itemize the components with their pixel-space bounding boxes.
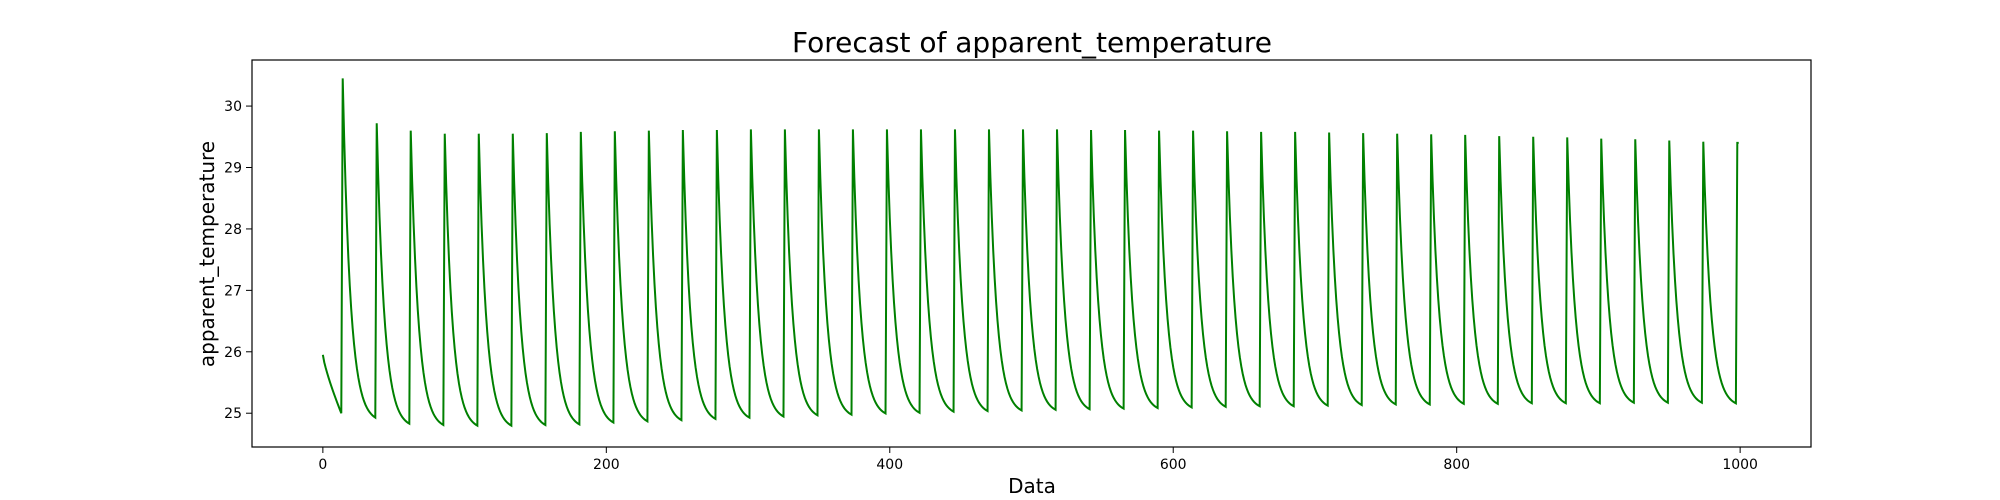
x-tick-label: 400 xyxy=(876,457,903,473)
y-tick-label: 28 xyxy=(224,222,242,238)
x-tick-label: 800 xyxy=(1443,457,1470,473)
y-axis: 25 26 27 28 29 30 xyxy=(224,99,252,422)
y-tick-label: 29 xyxy=(224,161,242,177)
series-line-apparent-temperature xyxy=(321,78,1739,428)
x-tick-label: 0 xyxy=(318,457,327,473)
y-axis-label: apparent_temperature xyxy=(195,141,219,367)
x-tick-label: 200 xyxy=(593,457,620,473)
x-axis: 0 200 400 600 800 1000 xyxy=(318,447,1758,473)
x-tick-label: 600 xyxy=(1160,457,1187,473)
y-tick-label: 26 xyxy=(224,345,242,361)
chart-title: Forecast of apparent_temperature xyxy=(792,26,1272,59)
y-tick-label: 25 xyxy=(224,406,242,422)
x-axis-label: Data xyxy=(1008,474,1056,498)
y-tick-label: 30 xyxy=(224,99,242,115)
plot-frame xyxy=(251,59,1812,448)
x-tick-label: 1000 xyxy=(1722,457,1758,473)
y-tick-label: 27 xyxy=(224,283,242,299)
